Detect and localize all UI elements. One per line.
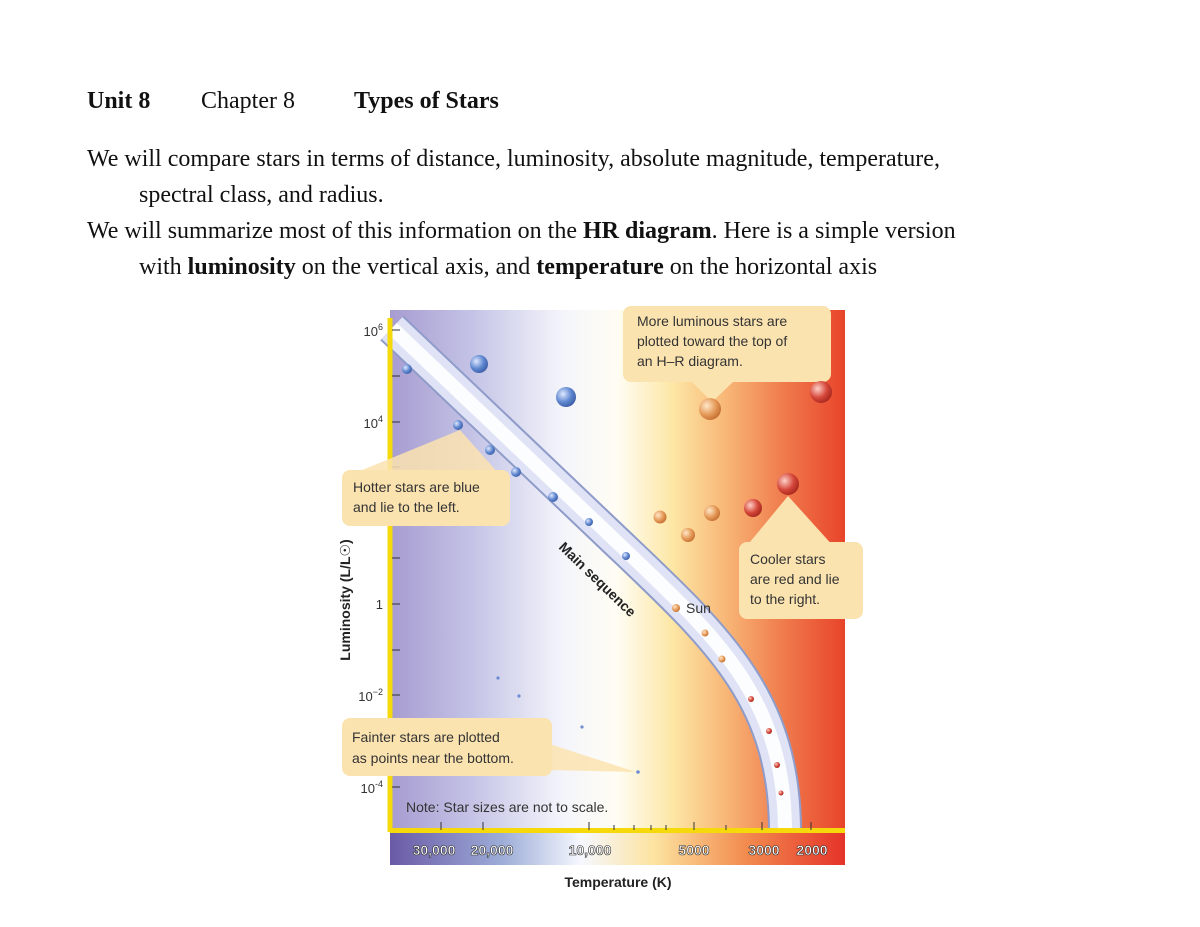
callout-line: to the right. [750, 591, 820, 607]
callout-line: an H–R diagram. [637, 353, 743, 369]
page-title: Types of Stars [354, 88, 499, 114]
y-tick-label: 10−2 [358, 687, 383, 704]
star [701, 629, 709, 637]
giant-stars [470, 355, 832, 542]
star [517, 694, 521, 698]
white-dwarf-stars [496, 676, 640, 774]
star [402, 364, 412, 374]
callout-line: as points near the bottom. [352, 750, 514, 766]
y-tick-label: 104 [364, 414, 383, 431]
star [548, 492, 558, 502]
x-tick-labels: 30,000 20,000 10,000 5000 3000 2000 [412, 842, 828, 859]
text: . Here is a simple version [711, 218, 956, 244]
sun-star [672, 604, 680, 612]
star [810, 381, 832, 403]
star [774, 762, 780, 768]
x-axis-label: Temperature (K) [564, 874, 671, 890]
callout-cooler-text: Cooler stars are red and lie to the righ… [750, 551, 840, 607]
callout-fainter [342, 718, 552, 776]
x-tick-label: 5000 [678, 842, 709, 858]
paragraph-1-line-2: spectral class, and radius. [139, 182, 384, 208]
callout-line: Fainter stars are plotted [352, 729, 500, 745]
star [704, 505, 720, 521]
x-tick-label: 3000 [748, 842, 779, 858]
star [636, 770, 640, 774]
hr-diagram: 106 104 1 10−2 10-4 Luminosity (L/L☉) 30… [330, 300, 870, 900]
x-tick-label: 10,000 [569, 842, 612, 858]
chapter-label: Chapter 8 [201, 88, 295, 114]
star [778, 790, 784, 796]
star [718, 655, 726, 663]
x-axis-ticks [440, 822, 812, 830]
x-axis-line [390, 828, 845, 833]
y-tick-labels: 106 104 1 10−2 10-4 [358, 322, 383, 796]
text: with [139, 254, 188, 280]
star [681, 528, 695, 542]
star [622, 552, 630, 560]
main-sequence-highlight [387, 322, 792, 833]
star [453, 420, 463, 430]
main-sequence-stars [402, 364, 784, 796]
x-tick-label: 20,000 [471, 842, 514, 858]
y-tick-label: 1 [376, 597, 383, 612]
star [470, 355, 488, 373]
callout-luminous [623, 306, 831, 382]
unit-label: Unit 8 [87, 88, 151, 114]
text: We will summarize most of this informati… [87, 218, 583, 244]
callout-line: plotted toward the top of [637, 333, 787, 349]
star [653, 510, 667, 524]
callout-pointer-luminous [690, 380, 735, 402]
hr-diagram-svg: 106 104 1 10−2 10-4 Luminosity (L/L☉) 30… [337, 306, 863, 890]
callout-line: and lie to the left. [353, 499, 460, 515]
callout-hotter-text: Hotter stars are blue and lie to the lef… [353, 479, 480, 515]
callout-hotter [342, 470, 510, 526]
callout-luminous-text: More luminous stars are plotted toward t… [637, 313, 787, 369]
star [485, 445, 495, 455]
callout-cooler [739, 542, 863, 619]
star [585, 518, 593, 526]
star [496, 676, 500, 680]
paragraph-1-line-1: We will compare stars in terms of distan… [87, 146, 940, 172]
text: on the horizontal axis [663, 254, 878, 280]
star [511, 467, 521, 477]
temperature-term: temperature [536, 254, 664, 280]
x-axis-color-bar [390, 833, 845, 865]
paragraph-2-line-2: with luminosity on the vertical axis, an… [87, 252, 877, 282]
callout-line: Cooler stars [750, 551, 825, 567]
paragraph-2-line-1: We will summarize most of this informati… [87, 216, 956, 246]
hr-diagram-term: HR diagram [582, 218, 712, 244]
x-tick-label: 2000 [796, 842, 827, 858]
star [766, 728, 772, 734]
callout-line: are red and lie [750, 571, 840, 587]
y-tick-label: 106 [364, 322, 383, 339]
y-axis-label: Luminosity (L/L☉) [337, 539, 353, 660]
callout-fainter-text: Fainter stars are plotted as points near… [352, 729, 514, 766]
star [777, 473, 799, 495]
callout-line: More luminous stars are [637, 313, 787, 329]
callout-pointer-hotter [350, 430, 500, 475]
star [580, 725, 584, 729]
star [556, 387, 576, 407]
sun-label: Sun [686, 600, 711, 616]
star [744, 499, 762, 517]
y-tick-label: 10-4 [361, 779, 383, 796]
text: on the vertical axis, and [295, 254, 537, 280]
luminosity-term: luminosity [187, 254, 296, 280]
callout-pointer-cooler [745, 496, 835, 548]
scale-note: Note: Star sizes are not to scale. [406, 799, 608, 815]
x-tick-label: 30,000 [413, 842, 456, 858]
star [748, 696, 754, 702]
callout-line: Hotter stars are blue [353, 479, 480, 495]
star [699, 398, 721, 420]
